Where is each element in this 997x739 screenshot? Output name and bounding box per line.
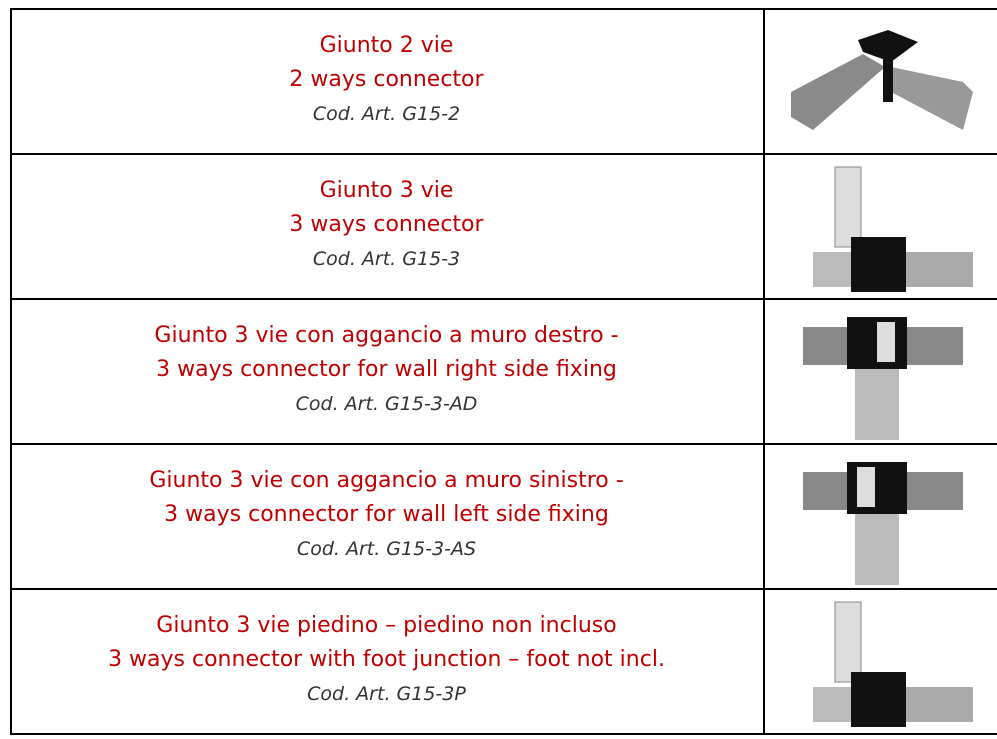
code: Cod. Art. G15-2 xyxy=(312,103,461,125)
product-shape xyxy=(855,507,899,585)
product-drawing xyxy=(803,462,963,585)
code: Cod. Art. G15-3-AS xyxy=(296,538,477,560)
title-en: 3 ways connector xyxy=(289,212,484,237)
title-it: Giunto 3 vie con aggancio a muro destro … xyxy=(154,323,619,348)
product-shape xyxy=(851,237,906,292)
product-text: Giunto 3 vie 3 ways connector Cod. Art. G1… xyxy=(10,174,763,276)
title-it: Giunto 3 vie con aggancio a muro sinistr… xyxy=(149,468,624,493)
product-image xyxy=(763,12,997,151)
product-text: Giunto 3 vie piedino – piedino non inclu… xyxy=(10,609,763,711)
product-image xyxy=(763,592,997,731)
product-drawing xyxy=(803,317,963,440)
product-shape xyxy=(883,52,893,102)
title-it: Giunto 2 vie xyxy=(319,33,454,58)
code: Cod. Art. G15-3 xyxy=(312,248,461,270)
product-shape xyxy=(855,362,899,440)
product-shape xyxy=(857,467,875,507)
product-drawing xyxy=(813,166,973,292)
title-it: Giunto 3 vie xyxy=(319,178,454,203)
product-shape xyxy=(847,462,907,514)
product-image xyxy=(763,157,997,296)
product-text: Giunto 3 vie con aggancio a muro destro … xyxy=(10,319,763,421)
code: Cod. Art. G15-3-AD xyxy=(295,393,478,415)
product-image xyxy=(763,302,997,441)
product-shape xyxy=(791,54,885,130)
title-en: 2 ways connector xyxy=(289,67,484,92)
product-drawing xyxy=(813,601,973,727)
product-text: Giunto 3 vie con aggancio a muro sinistr… xyxy=(10,464,763,566)
product-shape xyxy=(813,687,858,722)
product-shape xyxy=(834,166,862,248)
product-shape xyxy=(813,252,858,287)
product-text: Giunto 2 vie 2 ways connector Cod. Art. G1… xyxy=(10,29,763,131)
product-shape xyxy=(891,67,973,130)
title-en: 3 ways connector for wall right side fix… xyxy=(156,357,617,382)
table-cell xyxy=(763,588,997,735)
code: Cod. Art. G15-3P xyxy=(307,683,466,705)
product-shape xyxy=(877,322,895,362)
product-image xyxy=(763,447,997,586)
title-en: 3 ways connector for wall left side fixi… xyxy=(164,502,609,527)
product-drawing xyxy=(791,30,973,130)
product-shape xyxy=(834,601,862,683)
product-shape xyxy=(858,30,918,62)
title-it: Giunto 3 vie piedino – piedino non inclu… xyxy=(156,613,617,638)
product-shape xyxy=(851,672,906,727)
title-en: 3 ways connector with foot junction – fo… xyxy=(108,647,665,672)
